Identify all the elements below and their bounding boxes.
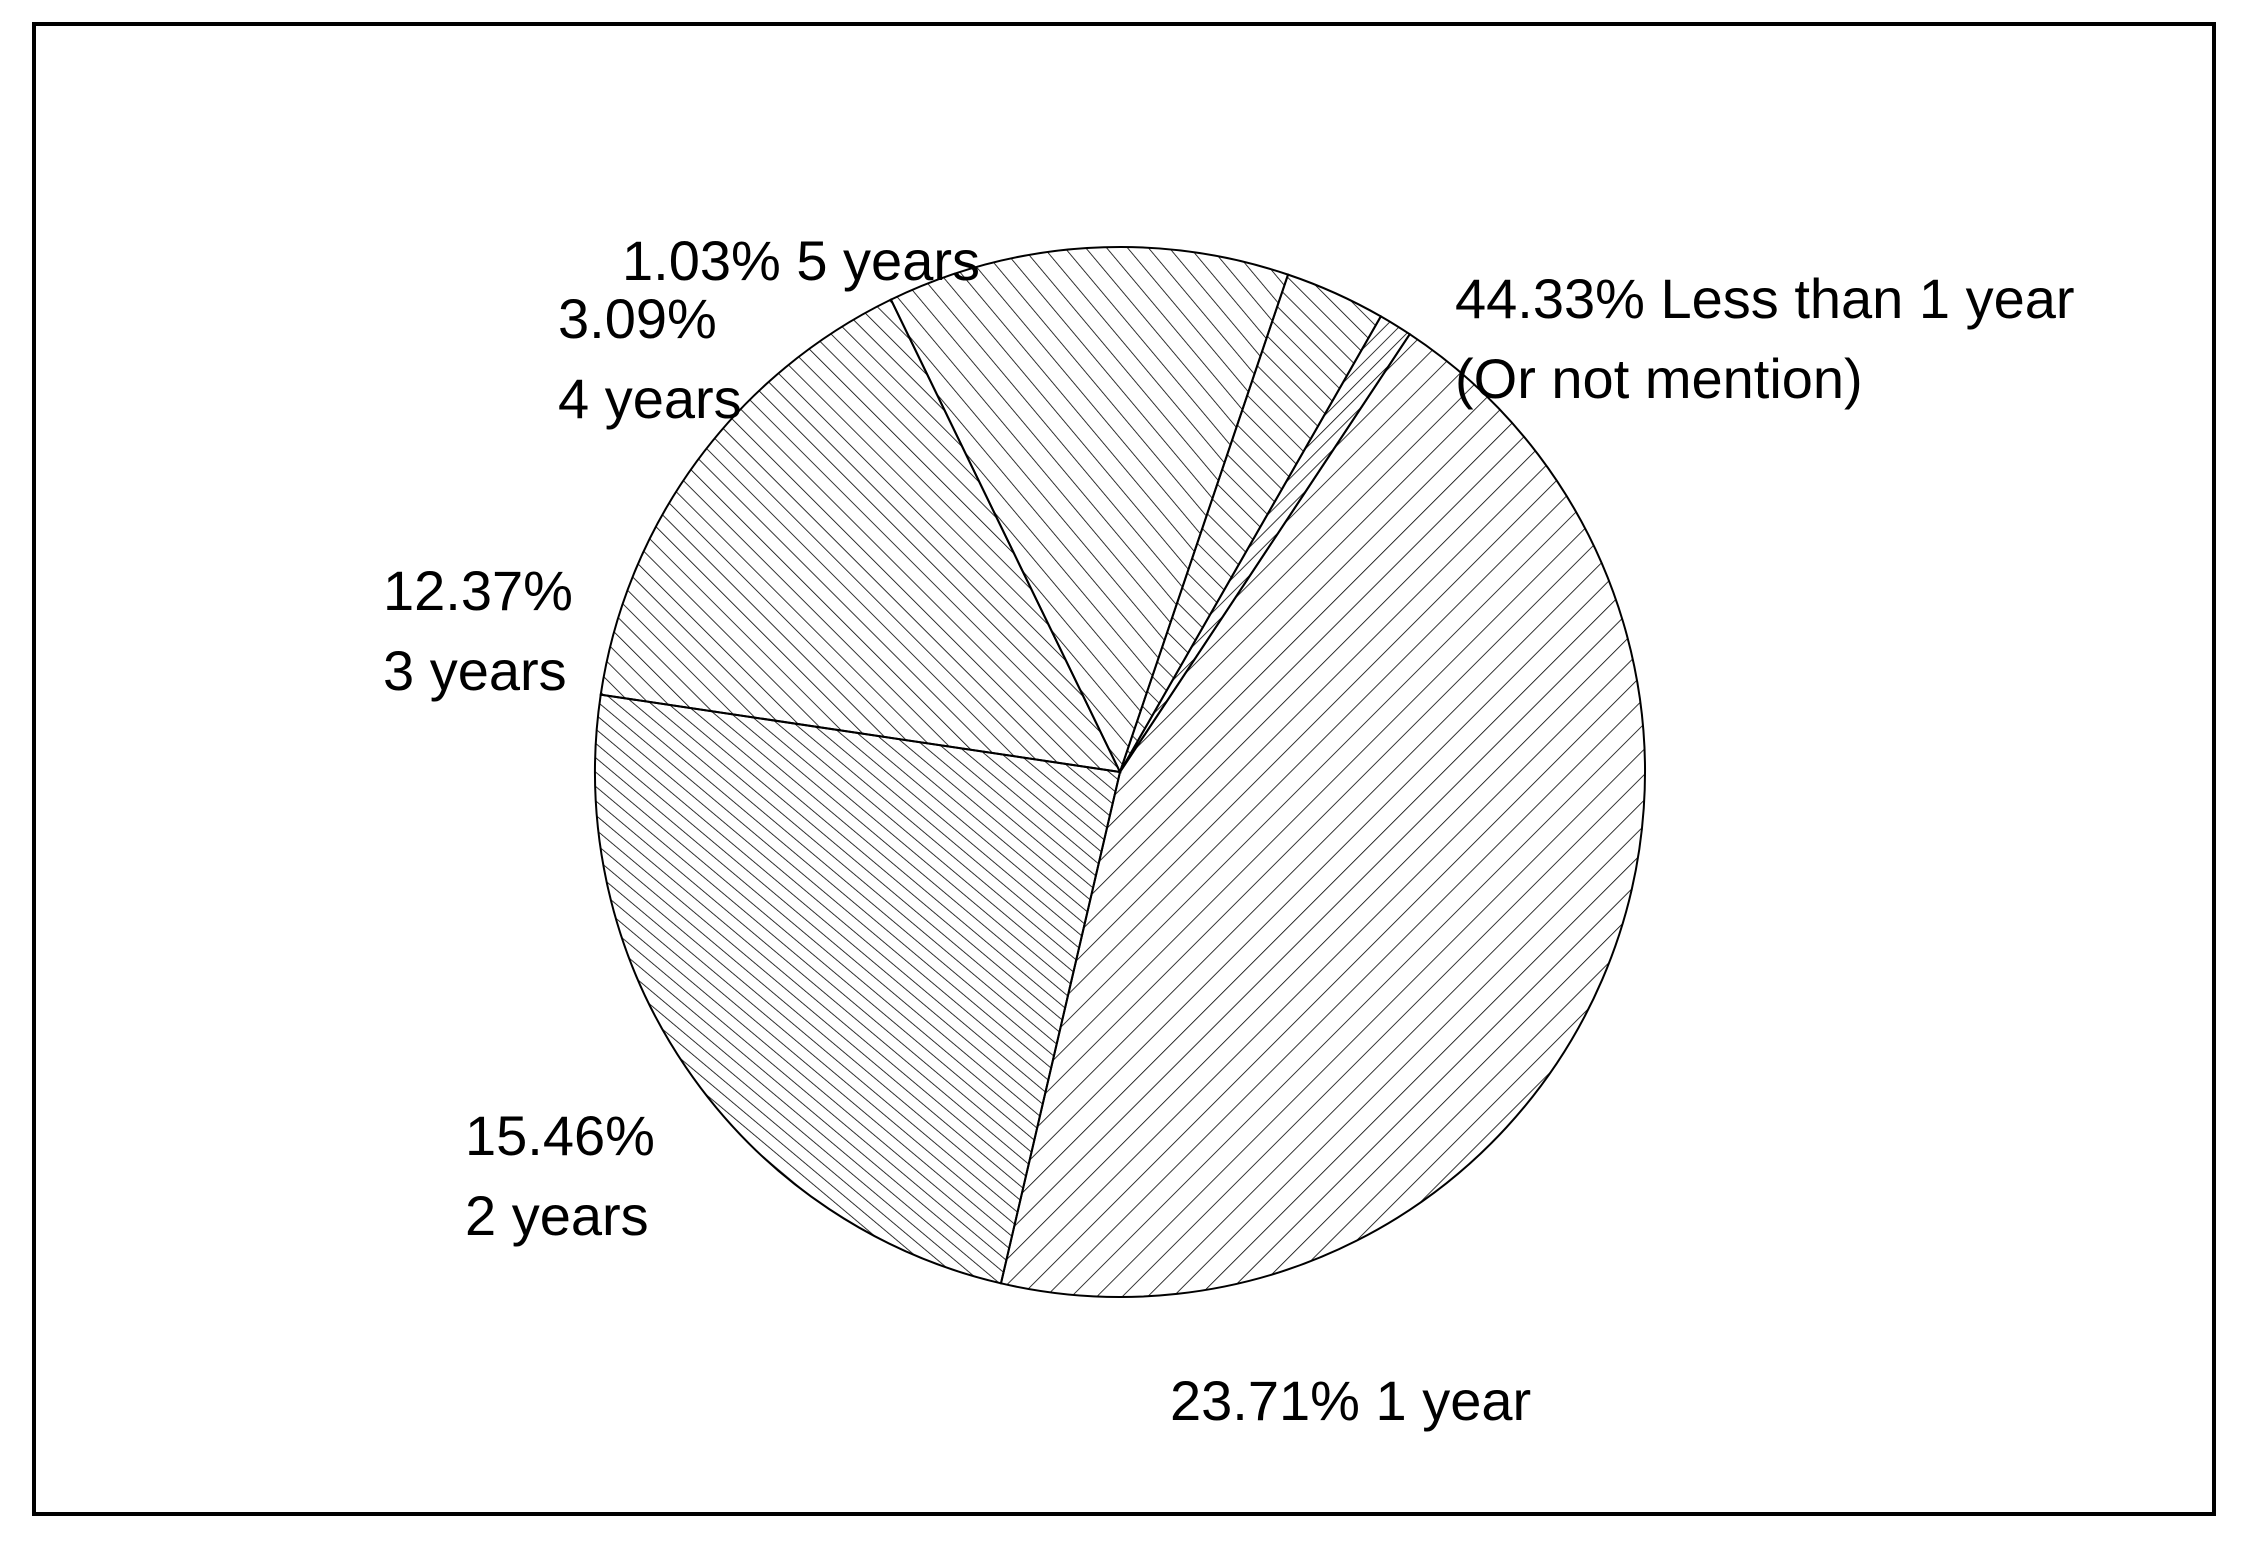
pie-labels: 44.33% Less than 1 year (Or not mention) 2… <box>383 229 2075 1432</box>
slice-label-1-line-0: 23.71% 1 year <box>1170 1369 1531 1432</box>
slice-label-3-line-1: 3 years <box>383 639 567 702</box>
slice-label-3-line-0: 12.37% <box>383 559 573 622</box>
slice-label-4-line-0: 3.09% <box>558 287 717 350</box>
slice-label-0-line-1: (Or not mention) <box>1455 347 1863 410</box>
pie-slices <box>594 246 1646 1298</box>
pie-slice-0 <box>999 332 1646 1298</box>
slice-label-2-line-1: 2 years <box>465 1184 649 1247</box>
pie-slice-3 <box>889 246 1290 775</box>
pie-slice-1 <box>594 693 1122 1285</box>
pie-slice-5 <box>1119 315 1412 773</box>
slice-label-0-line-0: 44.33% Less than 1 year <box>1455 267 2075 330</box>
pie-slice-2 <box>599 298 1122 774</box>
slice-label-4-line-1: 4 years <box>558 367 742 430</box>
slice-label-2-line-0: 15.46% <box>465 1104 655 1167</box>
slice-label-5-line-0: 1.03% 5 years <box>622 229 980 292</box>
